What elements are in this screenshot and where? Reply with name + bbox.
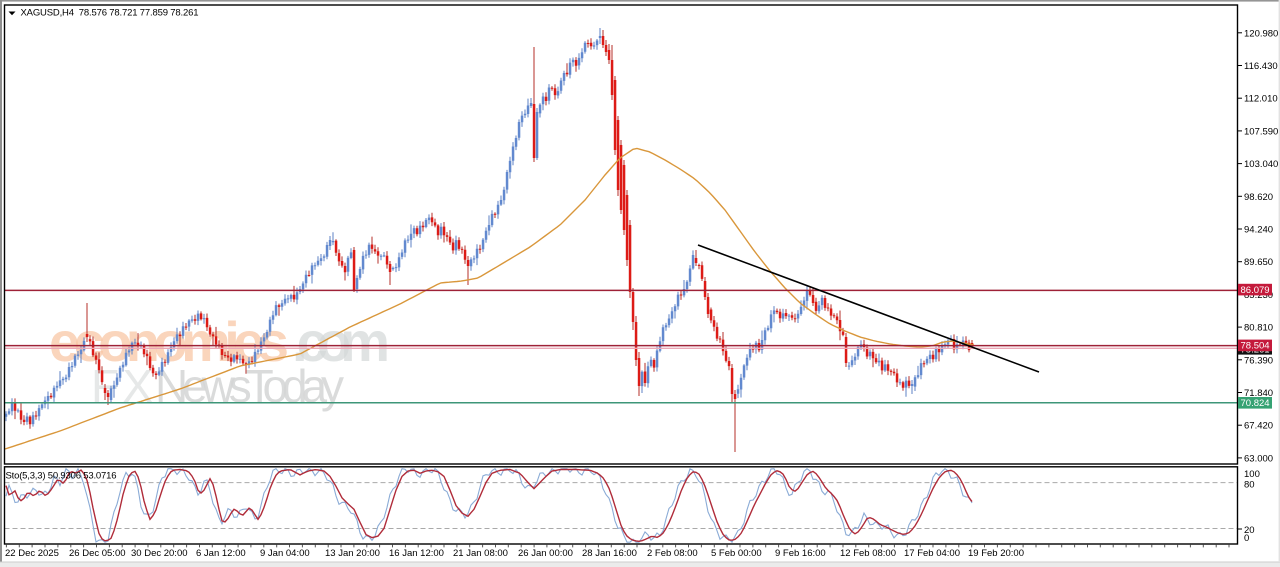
svg-text:5 Feb 00:00: 5 Feb 00:00	[711, 548, 762, 559]
svg-text:86.079: 86.079	[1241, 285, 1270, 296]
svg-text:XAGUSD,H4 78.576 78.721 77.85: XAGUSD,H4 78.576 78.721 77.859 78.261	[21, 7, 199, 18]
svg-text:67.420: 67.420	[1244, 421, 1273, 432]
svg-text:103.040: 103.040	[1244, 159, 1278, 170]
svg-text:.com: .com	[292, 310, 391, 373]
svg-text:94.240: 94.240	[1244, 225, 1273, 236]
svg-text:80: 80	[1244, 479, 1255, 490]
svg-text:9 Feb 16:00: 9 Feb 16:00	[775, 548, 826, 559]
svg-text:12 Feb 08:00: 12 Feb 08:00	[840, 548, 896, 559]
svg-text:78.504: 78.504	[1241, 341, 1270, 352]
svg-text:70.824: 70.824	[1241, 398, 1270, 409]
svg-text:0: 0	[1244, 533, 1249, 544]
svg-text:6 Jan 12:00: 6 Jan 12:00	[196, 548, 246, 559]
svg-text:19 Feb 20:00: 19 Feb 20:00	[968, 548, 1024, 559]
svg-text:9 Jan 04:00: 9 Jan 04:00	[260, 548, 310, 559]
svg-text:22 Dec 2025: 22 Dec 2025	[5, 548, 59, 559]
svg-text:107.590: 107.590	[1244, 126, 1278, 137]
svg-text:21 Jan 08:00: 21 Jan 08:00	[453, 548, 508, 559]
svg-text:98.620: 98.620	[1244, 192, 1273, 203]
svg-text:71.840: 71.840	[1244, 388, 1273, 399]
svg-text:89.650: 89.650	[1244, 257, 1273, 268]
svg-text:28 Jan 16:00: 28 Jan 16:00	[582, 548, 637, 559]
svg-text:26 Jan 00:00: 26 Jan 00:00	[518, 548, 573, 559]
svg-text:20: 20	[1244, 525, 1255, 536]
svg-text:30 Dec 20:00: 30 Dec 20:00	[131, 548, 188, 559]
svg-text:13 Jan 20:00: 13 Jan 20:00	[325, 548, 380, 559]
svg-text:112.010: 112.010	[1244, 94, 1278, 105]
svg-text:17 Feb 04:00: 17 Feb 04:00	[904, 548, 960, 559]
svg-text:16 Jan 12:00: 16 Jan 12:00	[389, 548, 444, 559]
svg-text:63.000: 63.000	[1244, 453, 1273, 464]
svg-text:2 Feb 08:00: 2 Feb 08:00	[647, 548, 698, 559]
svg-text:26 Dec 05:00: 26 Dec 05:00	[69, 548, 126, 559]
svg-text:76.390: 76.390	[1244, 355, 1273, 366]
svg-text:80.810: 80.810	[1244, 323, 1273, 334]
svg-text:Sto(5,3,3) 50.9306 53.0716: Sto(5,3,3) 50.9306 53.0716	[6, 471, 117, 482]
svg-text:116.430: 116.430	[1244, 61, 1278, 72]
svg-text:120.980: 120.980	[1244, 28, 1278, 39]
svg-text:100: 100	[1244, 469, 1260, 480]
